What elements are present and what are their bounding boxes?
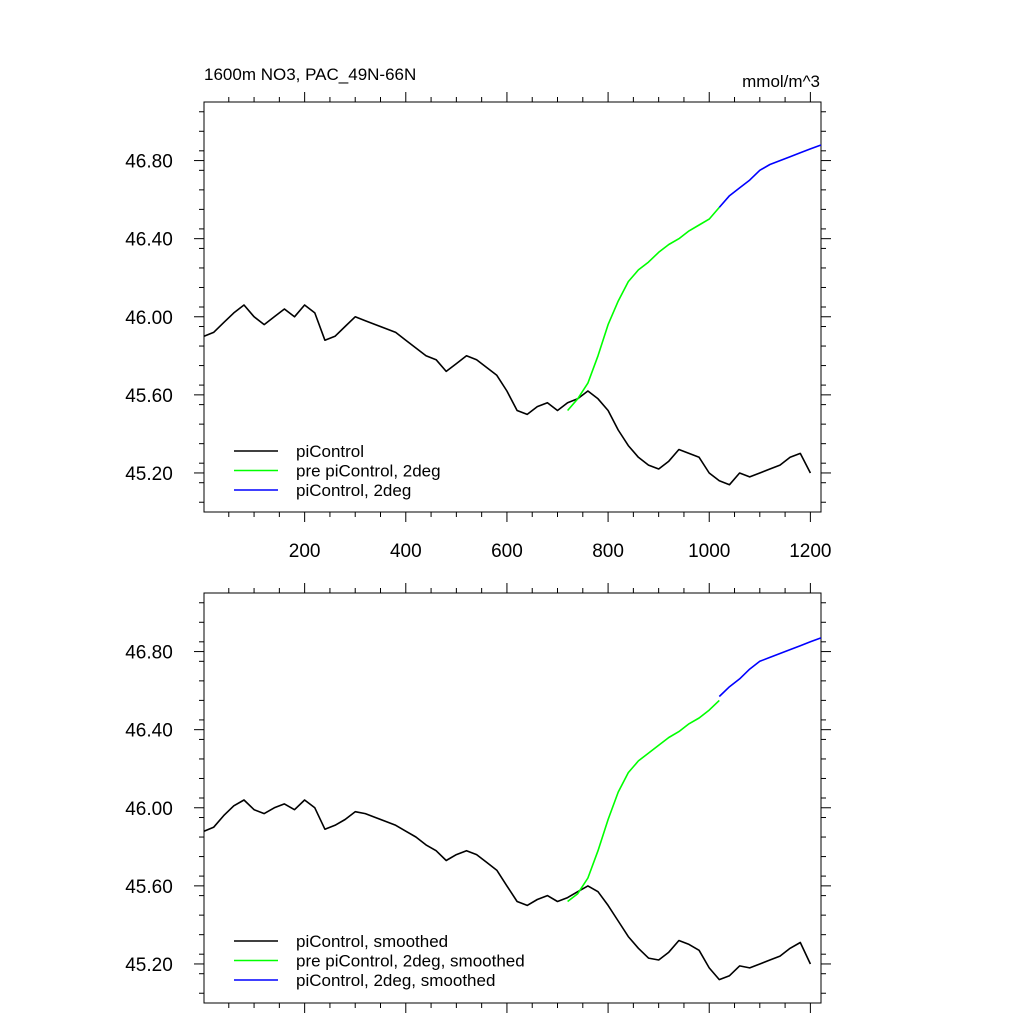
- series-line-bottom-2: [718, 637, 822, 698]
- y-tick-label: 45.20: [125, 464, 173, 485]
- figure-title: 1600m NO3, PAC_49N-66N: [204, 65, 416, 84]
- y-tick-label: 46.40: [125, 721, 173, 742]
- bottom-panel: 45.20 45.60 46.00 46.40 46.80 piControl, smoo…: [125, 583, 831, 1013]
- y-tick-label: 46.80: [125, 152, 173, 173]
- x-tick-label: 1200: [789, 541, 831, 562]
- legend-label: piControl: [296, 442, 364, 461]
- legend-label: pre piControl, 2deg: [296, 462, 441, 481]
- legend-label: pre piControl, 2deg, smoothed: [296, 952, 525, 971]
- x-tick-label: 600: [491, 541, 523, 562]
- x-tick-label: 400: [390, 541, 422, 562]
- y-tick-label: 45.60: [125, 877, 173, 898]
- legend-label: piControl, 2deg, smoothed: [296, 971, 495, 990]
- top-panel: 200 400 600 800 1000 1200 45.20 45.60 46.00 46.40…: [125, 92, 832, 562]
- y-tick-label: 46.40: [125, 230, 173, 251]
- series-line-top-0: [203, 304, 812, 486]
- y-tick-label: 45.60: [125, 386, 173, 407]
- legend-label: piControl, 2deg: [296, 481, 411, 500]
- series-line-bottom-0: [203, 799, 812, 981]
- y-tick-label: 46.00: [125, 308, 173, 329]
- x-tick-label: 800: [592, 541, 624, 562]
- series-line-top-2: [718, 144, 822, 208]
- units-label: mmol/m^3: [742, 72, 820, 91]
- y-tick-label: 46.80: [125, 643, 173, 664]
- y-tick-label: 46.00: [125, 799, 173, 820]
- x-tick-label: 200: [289, 541, 321, 562]
- legend-label: piControl, smoothed: [296, 932, 448, 951]
- x-tick-label: 1000: [688, 541, 730, 562]
- series-line-bottom-1: [567, 699, 720, 903]
- y-tick-label: 45.20: [125, 955, 173, 976]
- series-line-top-1: [566, 206, 720, 412]
